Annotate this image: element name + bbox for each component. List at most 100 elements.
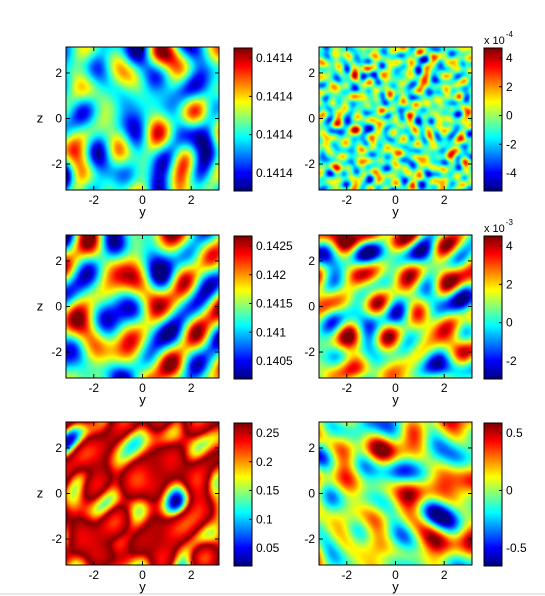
colorbar-tick-label: 4 (506, 239, 513, 253)
y-tick-label: -2 (304, 157, 315, 171)
colorbar-multiplier: x 10-3 (484, 218, 513, 235)
x-axis-label: y (139, 204, 146, 219)
x-axis-label: y (392, 579, 399, 594)
colorbar-tick-label: -0.5 (506, 541, 527, 555)
colorbar-tick-label: -2 (506, 137, 517, 151)
y-tick-label: 2 (55, 66, 62, 80)
colorbar-frame (233, 422, 253, 567)
colorbar-tick-label: 0.1415 (256, 297, 293, 311)
y-tick-label: 0 (308, 300, 315, 314)
colorbar: 0.1425 0.142 0.1415 0.141 0.1405 (233, 235, 293, 380)
colorbar-tick-label: 0.142 (256, 268, 286, 282)
x-tick-label: 2 (441, 193, 448, 207)
colorbar-exponent: -4 (506, 30, 514, 39)
colorbar-gradient (234, 48, 252, 191)
y-tick-label: 2 (55, 441, 62, 455)
y-tick-label: 0 (308, 112, 315, 126)
x-tick-label: 0 (392, 381, 399, 395)
colorbar-tick-label: 0 (506, 484, 513, 498)
x-tick-label: 2 (441, 381, 448, 395)
heatmap-image (319, 422, 472, 565)
colorbar-tick-label: 0.1405 (256, 354, 293, 368)
x-tick-label: -2 (88, 193, 99, 207)
x-tick-label: -2 (341, 568, 352, 582)
x-tick-label: 0 (139, 193, 146, 207)
colorbar-tick-label: 0.05 (256, 541, 280, 555)
colorbar-multiplier: x 10-4 (484, 30, 513, 47)
y-tick-label: -2 (304, 345, 315, 359)
colorbar: 4 2 0 -2 x 10-3 (483, 218, 517, 380)
colorbar-frame (233, 235, 253, 380)
colorbar-tick-label: 4 (506, 51, 513, 65)
x-tick-label: 0 (139, 568, 146, 582)
colorbar-tick-label: -2 (506, 354, 517, 368)
colorbar-gradient (484, 48, 502, 191)
x-tick-label: 2 (188, 568, 195, 582)
colorbar-tick-label: 0 (506, 109, 513, 123)
x-axis-label: y (392, 204, 399, 219)
x-axis-label: y (392, 392, 399, 407)
colorbar: 0.1414 0.1414 0.1414 0.1414 (233, 47, 293, 192)
colorbar-tick-label: 0.1425 (256, 239, 293, 253)
y-tick-label: 2 (308, 66, 315, 80)
x-axis-label: y (139, 579, 146, 594)
x-tick-label: -2 (88, 568, 99, 582)
colorbar-tick-label: 0.1414 (256, 51, 293, 65)
colorbar-tick-label: 2 (506, 80, 513, 94)
x-tick-label: -2 (341, 193, 352, 207)
x-tick-label: 2 (188, 193, 195, 207)
colorbar-frame (483, 47, 503, 192)
heatmap-panel-6: -2 0 2 -2 0 2 y 0.5 0 -0.5 (304, 421, 527, 594)
colorbar-tick-label: 0.141 (256, 325, 286, 339)
y-tick-label: -2 (304, 532, 315, 546)
y-tick-label: -2 (51, 157, 62, 171)
colorbar-exponent: -3 (506, 218, 514, 227)
colorbar-gradient (484, 423, 502, 566)
x-tick-label: 0 (139, 381, 146, 395)
y-tick-label: -2 (51, 532, 62, 546)
heatmap-image (319, 47, 472, 190)
heatmap-panel-4: -2 0 2 -2 0 2 y 4 2 0 -2 x 10-3 (304, 218, 517, 407)
y-tick-label: 0 (308, 487, 315, 501)
colorbar-tick-label: -4 (506, 166, 517, 180)
heatmap-image (66, 422, 219, 565)
colorbar-tick-label: 0 (506, 316, 513, 330)
colorbar-frame (483, 422, 503, 567)
x-axis-label: y (139, 392, 146, 407)
x-tick-label: 0 (392, 568, 399, 582)
colorbar-gradient (234, 236, 252, 379)
colorbar: 0.5 0 -0.5 (483, 422, 527, 567)
y-tick-label: -2 (51, 345, 62, 359)
colorbar-gradient (234, 423, 252, 566)
y-tick-label: 2 (308, 441, 315, 455)
y-tick-label: 2 (55, 254, 62, 268)
colorbar-tick-label: 2 (506, 277, 513, 291)
colorbar-frame (483, 235, 503, 380)
colorbar-tick-label: 0.15 (256, 484, 280, 498)
colorbar-tick-label: 0.2 (256, 455, 273, 469)
heatmap-panel-3: -2 0 2 -2 0 2 y z 0.1425 0.142 0.1415 0.141 0.1405 (37, 234, 293, 407)
y-tick-label: 2 (308, 254, 315, 268)
heatmap-image (66, 47, 219, 190)
colorbar-gradient (484, 236, 502, 379)
colorbar-tick-label: 0.1 (256, 512, 273, 526)
x-tick-label: 0 (392, 193, 399, 207)
y-axis-label: z (37, 299, 44, 314)
colorbar-tick-label: 0.1414 (256, 128, 293, 142)
y-tick-label: 0 (55, 487, 62, 501)
colorbar-tick-label: 0.1414 (256, 166, 293, 180)
colorbar-tick-label: 0.1414 (256, 89, 293, 103)
x-tick-label: 2 (441, 568, 448, 582)
colorbar-tick-label: 0.5 (506, 426, 523, 440)
y-tick-label: 0 (55, 300, 62, 314)
x-tick-label: -2 (341, 381, 352, 395)
heatmap-image (319, 235, 472, 378)
x-tick-label: -2 (88, 381, 99, 395)
y-tick-label: 0 (55, 112, 62, 126)
colorbar: 0.25 0.2 0.15 0.1 0.05 (233, 422, 280, 567)
colorbar: 420-2-4x 10-4 (483, 30, 517, 192)
heatmap-image (66, 235, 219, 378)
heatmap-panel-5: -2 0 2 -2 0 2 y z 0.25 0.2 0.15 0.1 0.05 (37, 421, 280, 594)
